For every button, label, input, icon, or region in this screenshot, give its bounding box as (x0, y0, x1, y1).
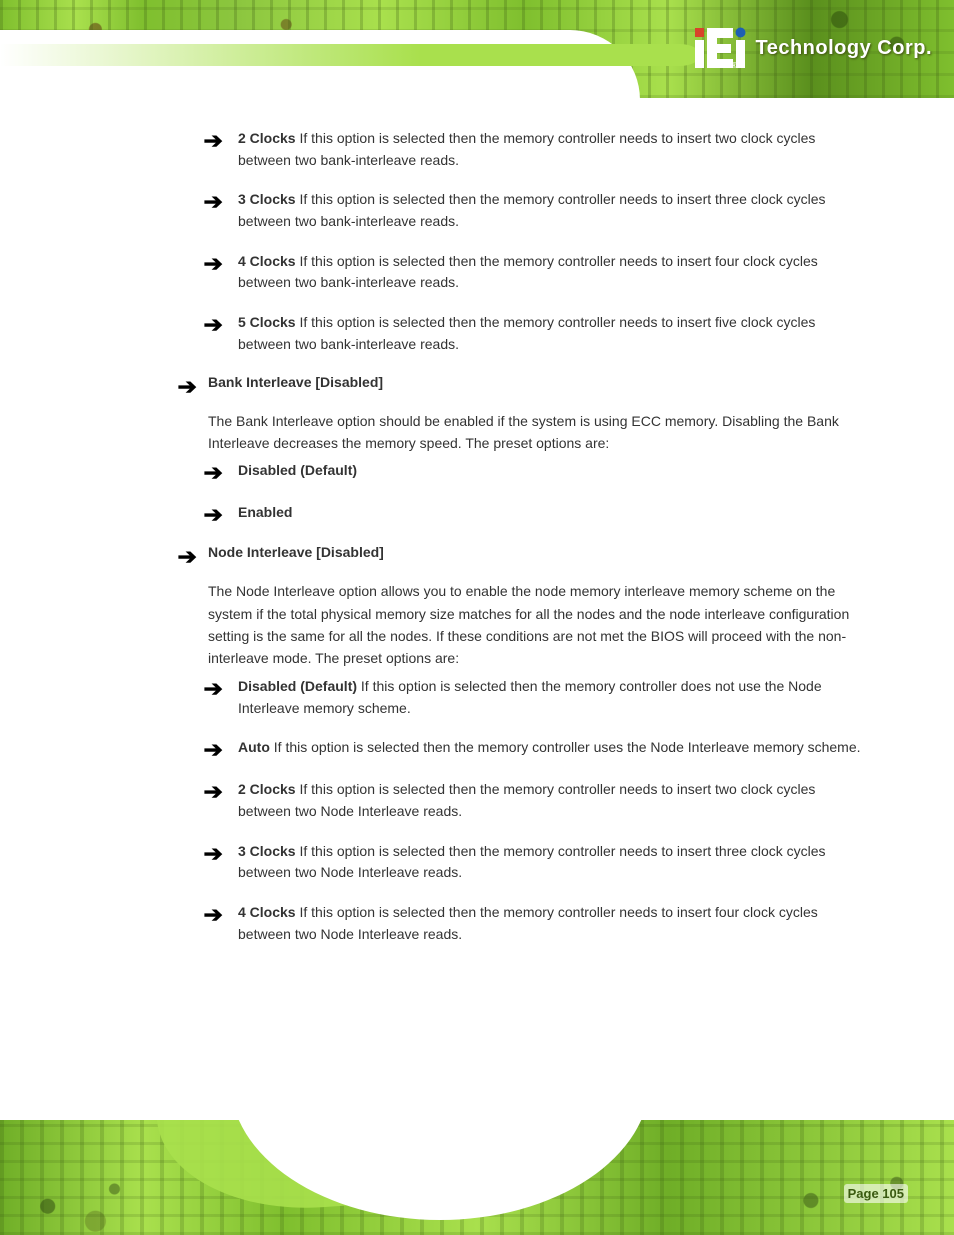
arrow-icon: ➔ (204, 676, 226, 719)
option-label: Disabled (Default) (238, 678, 357, 694)
option-desc: If this option is selected then the memo… (238, 781, 815, 819)
arrow-icon: ➔ (204, 128, 226, 171)
arrow-icon: ➔ (204, 779, 226, 822)
option-label: 5 Clocks (238, 314, 296, 330)
option-label: 3 Clocks (238, 843, 296, 859)
svg-text:®: ® (731, 61, 737, 70)
arrow-icon: ➔ (170, 374, 196, 398)
arrow-icon: ➔ (204, 902, 226, 945)
option-desc: If this option is selected then the memo… (238, 314, 815, 352)
setting-node-interleave: ➔ Node Interleave [Disabled] The Node In… (170, 544, 864, 945)
brand: ® Technology Corp. (693, 26, 932, 70)
arrow-icon: ➔ (204, 841, 226, 884)
option-row: ➔ 5 Clocks If this option is selected th… (204, 312, 864, 355)
arrow-icon: ➔ (170, 544, 196, 568)
brand-text: Technology Corp. (755, 37, 932, 60)
option-desc: If this option is selected then the memo… (238, 253, 818, 291)
arrow-icon: ➔ (204, 737, 226, 761)
option-label: 2 Clocks (238, 130, 296, 146)
option-desc: If this option is selected then the memo… (274, 739, 861, 755)
option-label: 3 Clocks (238, 191, 296, 207)
option-label: Disabled (Default) (238, 462, 357, 478)
option-row: ➔ 2 Clocks If this option is selected th… (204, 128, 864, 171)
arrow-icon: ➔ (204, 189, 226, 232)
arrow-icon: ➔ (204, 312, 226, 355)
bottom-banner (0, 1120, 954, 1235)
option-label: Enabled (238, 504, 292, 520)
option-label: 4 Clocks (238, 253, 296, 269)
setting-title: Bank Interleave [Disabled] (208, 374, 383, 398)
setting-desc: The Node Interleave option allows you to… (208, 580, 864, 670)
option-row: ➔ 3 Clocks If this option is selected th… (204, 841, 864, 884)
option-row: ➔ 2 Clocks If this option is selected th… (204, 779, 864, 822)
option-group-prev-continued: ➔ 2 Clocks If this option is selected th… (204, 128, 864, 356)
option-desc: If this option is selected then the memo… (238, 130, 815, 168)
option-row: ➔ 4 Clocks If this option is selected th… (204, 251, 864, 294)
arrow-icon: ➔ (204, 460, 226, 484)
setting-bank-interleave: ➔ Bank Interleave [Disabled] The Bank In… (170, 374, 864, 527)
top-banner: ® Technology Corp. (0, 0, 954, 98)
option-row: ➔ 3 Clocks If this option is selected th… (204, 189, 864, 232)
option-row: ➔ Enabled (204, 502, 864, 526)
option-row: ➔ Disabled (Default) If this option is s… (204, 676, 864, 719)
option-desc: If this option is selected then the memo… (238, 904, 818, 942)
option-label: 4 Clocks (238, 904, 296, 920)
option-row: ➔ 4 Clocks If this option is selected th… (204, 902, 864, 945)
option-label: 2 Clocks (238, 781, 296, 797)
option-desc: If this option is selected then the memo… (238, 191, 826, 229)
option-row: ➔ Disabled (Default) (204, 460, 864, 484)
page-content: ➔ 2 Clocks If this option is selected th… (0, 98, 954, 983)
top-swoop-green (0, 44, 700, 66)
setting-desc: The Bank Interleave option should be ena… (208, 410, 864, 455)
arrow-icon: ➔ (204, 502, 226, 526)
option-row: ➔ Auto If this option is selected then t… (204, 737, 864, 761)
brand-logo-icon: ® (693, 26, 747, 70)
option-desc: If this option is selected then the memo… (238, 843, 826, 881)
setting-title: Node Interleave [Disabled] (208, 544, 384, 568)
arrow-icon: ➔ (204, 251, 226, 294)
option-label: Auto (238, 739, 270, 755)
page-number: Page 105 (844, 1184, 908, 1203)
